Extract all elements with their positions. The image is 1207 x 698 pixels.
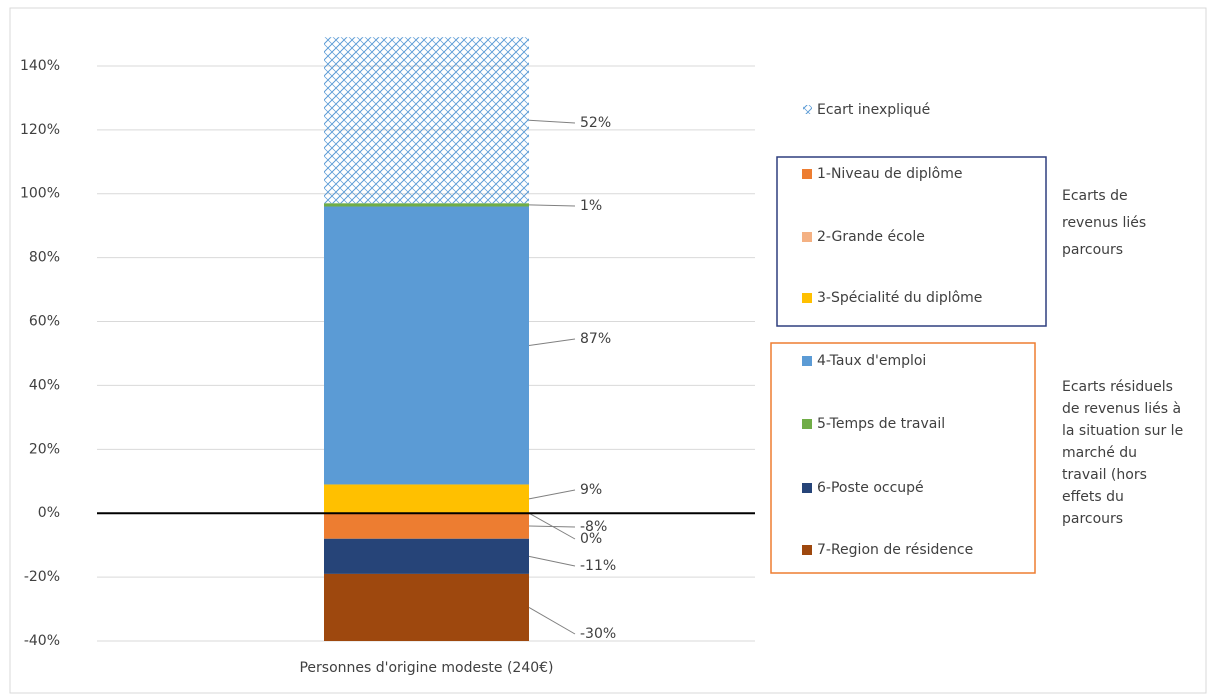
legend-marker xyxy=(802,232,812,242)
x-tick-label: Personnes d'origine modeste (240€) xyxy=(299,660,553,676)
group-annotation: marché du xyxy=(1062,445,1137,461)
leader-line xyxy=(528,489,576,500)
legend-label: 2-Grande école xyxy=(817,229,925,245)
data-label: -8% xyxy=(580,519,607,535)
bar-segment xyxy=(324,203,529,207)
y-tick-label: 40% xyxy=(29,377,60,393)
legend-label: Ecart inexpliqué xyxy=(817,102,930,118)
legend-marker xyxy=(802,293,812,303)
bar-segment xyxy=(324,538,529,574)
data-label: 9% xyxy=(580,482,602,498)
group-annotation: revenus liés xyxy=(1062,215,1146,231)
y-tick-label: 80% xyxy=(29,250,60,266)
legend-label: 7-Region de résidence xyxy=(817,542,973,558)
y-tick-label: -20% xyxy=(24,569,60,585)
y-tick-label: 60% xyxy=(29,314,60,330)
group-annotation: Ecarts de xyxy=(1062,188,1128,204)
bar-segment xyxy=(324,484,529,514)
y-tick-label: 20% xyxy=(29,441,60,457)
data-label: 0% xyxy=(580,531,602,547)
y-tick-label: 120% xyxy=(20,122,60,138)
data-label: 52% xyxy=(580,115,611,131)
chart-frame xyxy=(9,7,1207,694)
group-annotation: parcours xyxy=(1062,242,1123,258)
group-annotation: de revenus liés à xyxy=(1062,401,1181,417)
bar-segment xyxy=(324,513,529,539)
leader-line xyxy=(528,607,576,635)
y-tick-label: 0% xyxy=(38,505,60,521)
group-annotation: Ecarts résiduels xyxy=(1062,379,1173,395)
legend-label: 5-Temps de travail xyxy=(817,416,945,432)
y-tick-label: 100% xyxy=(20,186,60,202)
data-label: -11% xyxy=(580,558,616,574)
data-label: 1% xyxy=(580,198,602,214)
group-box xyxy=(770,342,1036,574)
leader-line xyxy=(528,338,576,346)
bar-segment xyxy=(324,37,529,204)
legend-marker xyxy=(802,545,812,555)
legend-marker xyxy=(802,419,812,429)
leader-line xyxy=(528,204,576,207)
legend-marker xyxy=(803,105,812,114)
legend-marker xyxy=(802,356,812,366)
legend-marker xyxy=(802,169,812,179)
group-annotation: parcours xyxy=(1062,511,1123,527)
legend-label: 1-Niveau de diplôme xyxy=(817,166,962,182)
legend-label: 6-Poste occupé xyxy=(817,480,924,496)
leader-line xyxy=(528,555,576,567)
bars xyxy=(324,37,529,641)
group-box xyxy=(776,156,1047,327)
legend-label: 3-Spécialité du diplôme xyxy=(817,290,982,306)
y-tick-label: -40% xyxy=(24,633,60,649)
bar-segment xyxy=(324,206,529,485)
bar-segment xyxy=(324,573,529,641)
legend-marker xyxy=(802,483,812,493)
legend-label: 4-Taux d'emploi xyxy=(817,353,926,369)
y-tick-label: 140% xyxy=(20,58,60,74)
leader-line xyxy=(528,512,576,540)
data-label: -30% xyxy=(580,626,616,642)
leader-line xyxy=(528,119,576,124)
group-annotation: travail (hors xyxy=(1062,467,1147,483)
group-annotation: la situation sur le xyxy=(1062,423,1183,439)
data-label: 87% xyxy=(580,331,611,347)
group-annotation: effets du xyxy=(1062,489,1124,505)
